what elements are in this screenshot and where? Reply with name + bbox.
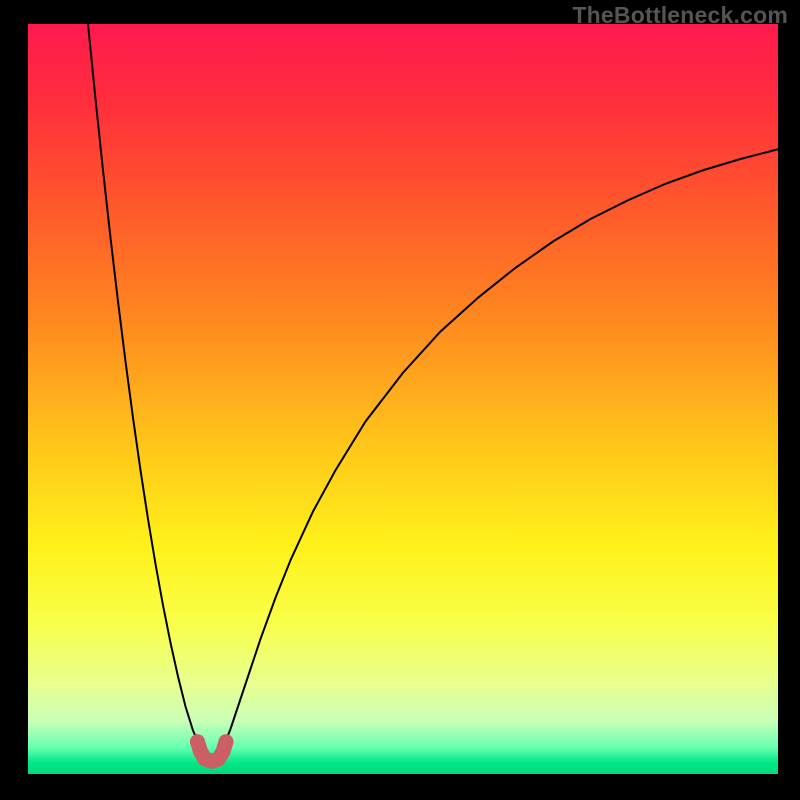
gradient-panel	[28, 24, 778, 774]
bottleneck-curve-chart	[0, 0, 800, 800]
marker-dot	[219, 734, 234, 749]
watermark-text: TheBottleneck.com	[572, 2, 788, 29]
chart-container: TheBottleneck.com	[0, 0, 800, 800]
